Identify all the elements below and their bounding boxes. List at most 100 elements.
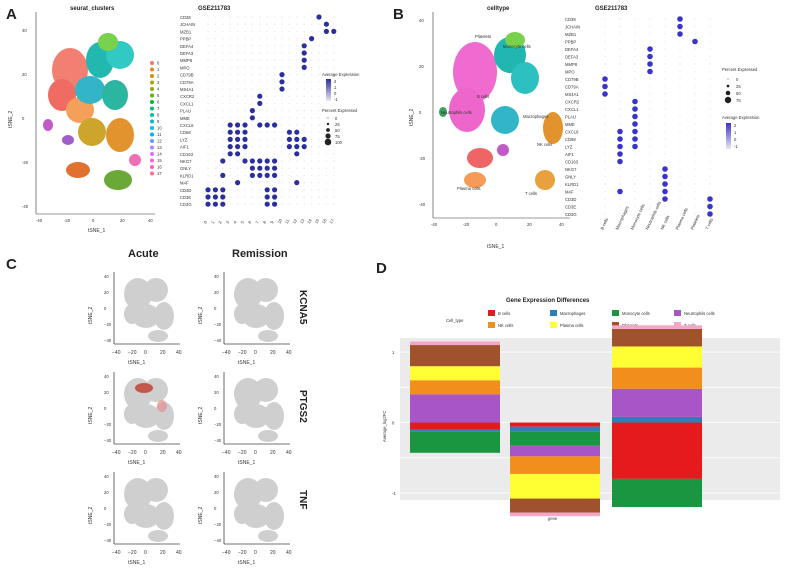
gene-label: CD79B <box>180 73 194 78</box>
gene-label: GNLY <box>565 175 576 180</box>
umap-celltype-label: Neutrophils cells <box>441 110 472 115</box>
cluster-id: 6 <box>157 100 160 105</box>
expression-dot <box>236 174 239 177</box>
expression-dot <box>251 203 254 205</box>
dotplot-title: GSE211783 <box>198 6 231 12</box>
pct-dot <box>726 84 730 88</box>
expression-dot <box>679 123 681 125</box>
expression-dot <box>679 55 681 58</box>
panel-c: Acute Remission 40 20 0 −20 −40 −40 −20 0 20 40 tS… <box>88 248 308 566</box>
expression-dot <box>288 109 291 112</box>
expression-dot <box>235 136 241 142</box>
cluster-swatch <box>150 158 154 163</box>
expression-dot <box>288 73 291 76</box>
legend-swatch <box>488 310 495 316</box>
expression-dot <box>709 168 711 170</box>
y-tick-label: -1 <box>392 491 396 496</box>
expression-dot <box>318 153 320 155</box>
y-tick-label: −20 <box>104 422 112 427</box>
tsne-cluster <box>258 530 278 542</box>
expression-dot <box>207 167 209 169</box>
pct-value: 75 <box>736 98 741 103</box>
legend-swatch <box>612 310 619 316</box>
expression-dot <box>214 102 217 105</box>
expression-dot <box>281 124 283 126</box>
cluster-col-label: 11 <box>284 218 291 225</box>
x-tick-label: 0 <box>92 218 95 223</box>
expression-dot <box>251 16 254 18</box>
expression-dot <box>259 203 261 205</box>
expression-dot <box>679 78 681 80</box>
expression-dot <box>634 160 636 163</box>
expression-dot <box>679 168 681 170</box>
expression-dot <box>244 59 246 61</box>
x-tick-label: -20 <box>64 218 71 223</box>
a-y-ticks: 40 20 0 -20 -40 <box>22 28 29 209</box>
gene-label: DEFA3 <box>565 55 579 60</box>
tsne-cluster <box>234 404 250 424</box>
gene-label: CXCR2 <box>565 100 580 105</box>
expression-dot <box>259 73 261 76</box>
expression-dot <box>273 66 276 69</box>
expression-dot <box>288 117 291 119</box>
expression-dot <box>679 175 681 178</box>
tsne-cluster <box>258 430 278 442</box>
expression-dot <box>303 102 305 105</box>
expression-dot <box>214 153 217 155</box>
gene-label: MME <box>565 122 575 127</box>
expression-dot <box>333 73 335 76</box>
expression-dot <box>325 196 328 198</box>
expression-dot <box>325 160 328 162</box>
y-tick-label: 0 <box>22 116 25 121</box>
expression-dot <box>296 102 298 105</box>
expression-dot <box>222 109 224 112</box>
expression-dot <box>679 63 681 65</box>
celltype-col-label: Macrophages <box>614 205 629 230</box>
expression-dot <box>634 153 636 155</box>
expression-dot <box>229 52 231 54</box>
x-tick-label: −40 <box>112 550 121 556</box>
expression-dot <box>273 117 276 119</box>
expression-dot <box>310 52 313 54</box>
expression-dot <box>244 88 246 90</box>
gene-label: CXCL1 <box>180 101 194 106</box>
expression-dot <box>679 160 681 163</box>
expression-dot <box>236 102 239 105</box>
expression-dot <box>634 205 636 208</box>
x-tick-label: 0 <box>144 450 147 456</box>
tsne-cluster <box>144 378 168 402</box>
expression-dot <box>222 52 224 54</box>
expression-dot <box>325 203 328 205</box>
expression-dot <box>220 201 226 207</box>
expression-dot <box>649 213 651 215</box>
cluster-id: 15 <box>157 158 162 163</box>
expression-dot <box>649 198 651 200</box>
cluster-id: 14 <box>157 152 162 157</box>
expression-dot <box>296 189 298 191</box>
expression-dot <box>281 196 283 198</box>
stacked-bar-segment <box>410 394 500 423</box>
stacked-bar-segment <box>510 512 600 517</box>
expression-dot <box>251 59 254 61</box>
expression-dot <box>318 124 320 126</box>
expression-dot <box>272 122 278 128</box>
expression-dot <box>259 37 261 40</box>
expression-dot <box>281 52 283 54</box>
expression-dot <box>619 78 621 80</box>
x-tick-label: 40 <box>176 550 182 556</box>
expression-dot <box>229 88 231 90</box>
expression-dot <box>244 30 246 33</box>
expression-dot <box>207 30 209 33</box>
gene-label: DEFA3 <box>180 51 194 56</box>
expression-dot <box>220 172 226 178</box>
expression-dot <box>207 16 209 18</box>
y-tick-label: -20 <box>419 156 426 161</box>
expression-dot <box>281 109 283 112</box>
y-axis-label: tSNE_2 <box>198 507 204 524</box>
expression-hotspot <box>135 383 153 393</box>
expression-dot <box>709 183 711 185</box>
expression-dot <box>303 73 305 76</box>
tsne-cluster <box>154 302 174 330</box>
expression-dot <box>310 109 313 112</box>
expression-dot <box>244 203 246 205</box>
